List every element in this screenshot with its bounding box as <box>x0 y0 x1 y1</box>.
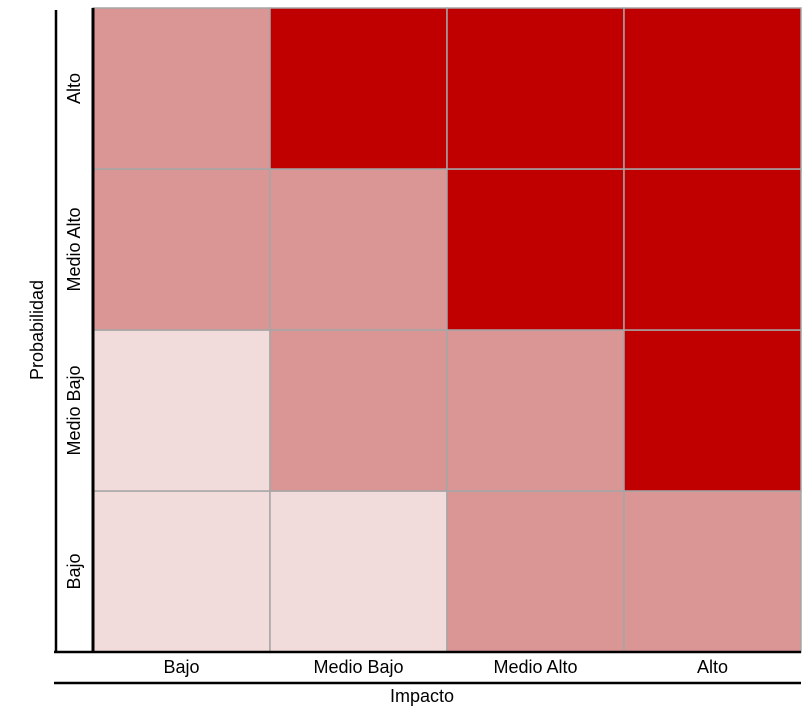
heatmap-cell-alto-bajo <box>92 7 271 170</box>
heatmap-cell-bajo-bajo <box>92 490 271 653</box>
heatmap-cell-bajo-alto <box>623 490 802 653</box>
heatmap-cell-medio-bajo-medio-bajo <box>269 329 448 492</box>
heatmap-cell-medio-alto-medio-alto <box>446 168 625 331</box>
x-tick-label-medio-bajo: Medio Bajo <box>313 657 403 677</box>
heatmap-cell-medio-bajo-bajo <box>92 329 271 492</box>
heatmap-cell-alto-alto <box>623 7 802 170</box>
x-tick-label-alto: Alto <box>697 657 728 677</box>
x-axis-title: Impacto <box>390 686 454 706</box>
y-tick-label-bajo: Bajo <box>64 553 84 589</box>
heatmap-cell-bajo-medio-bajo <box>269 490 448 653</box>
heatmap-cell-alto-medio-bajo <box>269 7 448 170</box>
heatmap-cell-medio-alto-medio-bajo <box>269 168 448 331</box>
heatmap-axes <box>54 8 801 685</box>
x-tick-label-medio-alto: Medio Alto <box>493 657 577 677</box>
heatmap-cell-alto-medio-alto <box>446 7 625 170</box>
heatmap-cell-medio-bajo-alto <box>623 329 802 492</box>
x-tick-label-bajo: Bajo <box>163 657 199 677</box>
y-axis-title: Probabilidad <box>27 280 47 380</box>
heatmap-labels: Bajo Medio Bajo Medio Alto Alto Bajo Medio Ba… <box>64 73 728 677</box>
heatmap-cell-medio-alto-bajo <box>92 168 271 331</box>
y-tick-label-alto: Alto <box>64 73 84 104</box>
heatmap-cell-medio-bajo-medio-alto <box>446 329 625 492</box>
y-tick-label-medio-bajo: Medio Bajo <box>64 365 84 455</box>
heatmap-cell-medio-alto-alto <box>623 168 802 331</box>
heatmap-cells <box>92 7 802 653</box>
heatmap-cell-bajo-medio-alto <box>446 490 625 653</box>
y-tick-label-medio-alto: Medio Alto <box>64 207 84 291</box>
